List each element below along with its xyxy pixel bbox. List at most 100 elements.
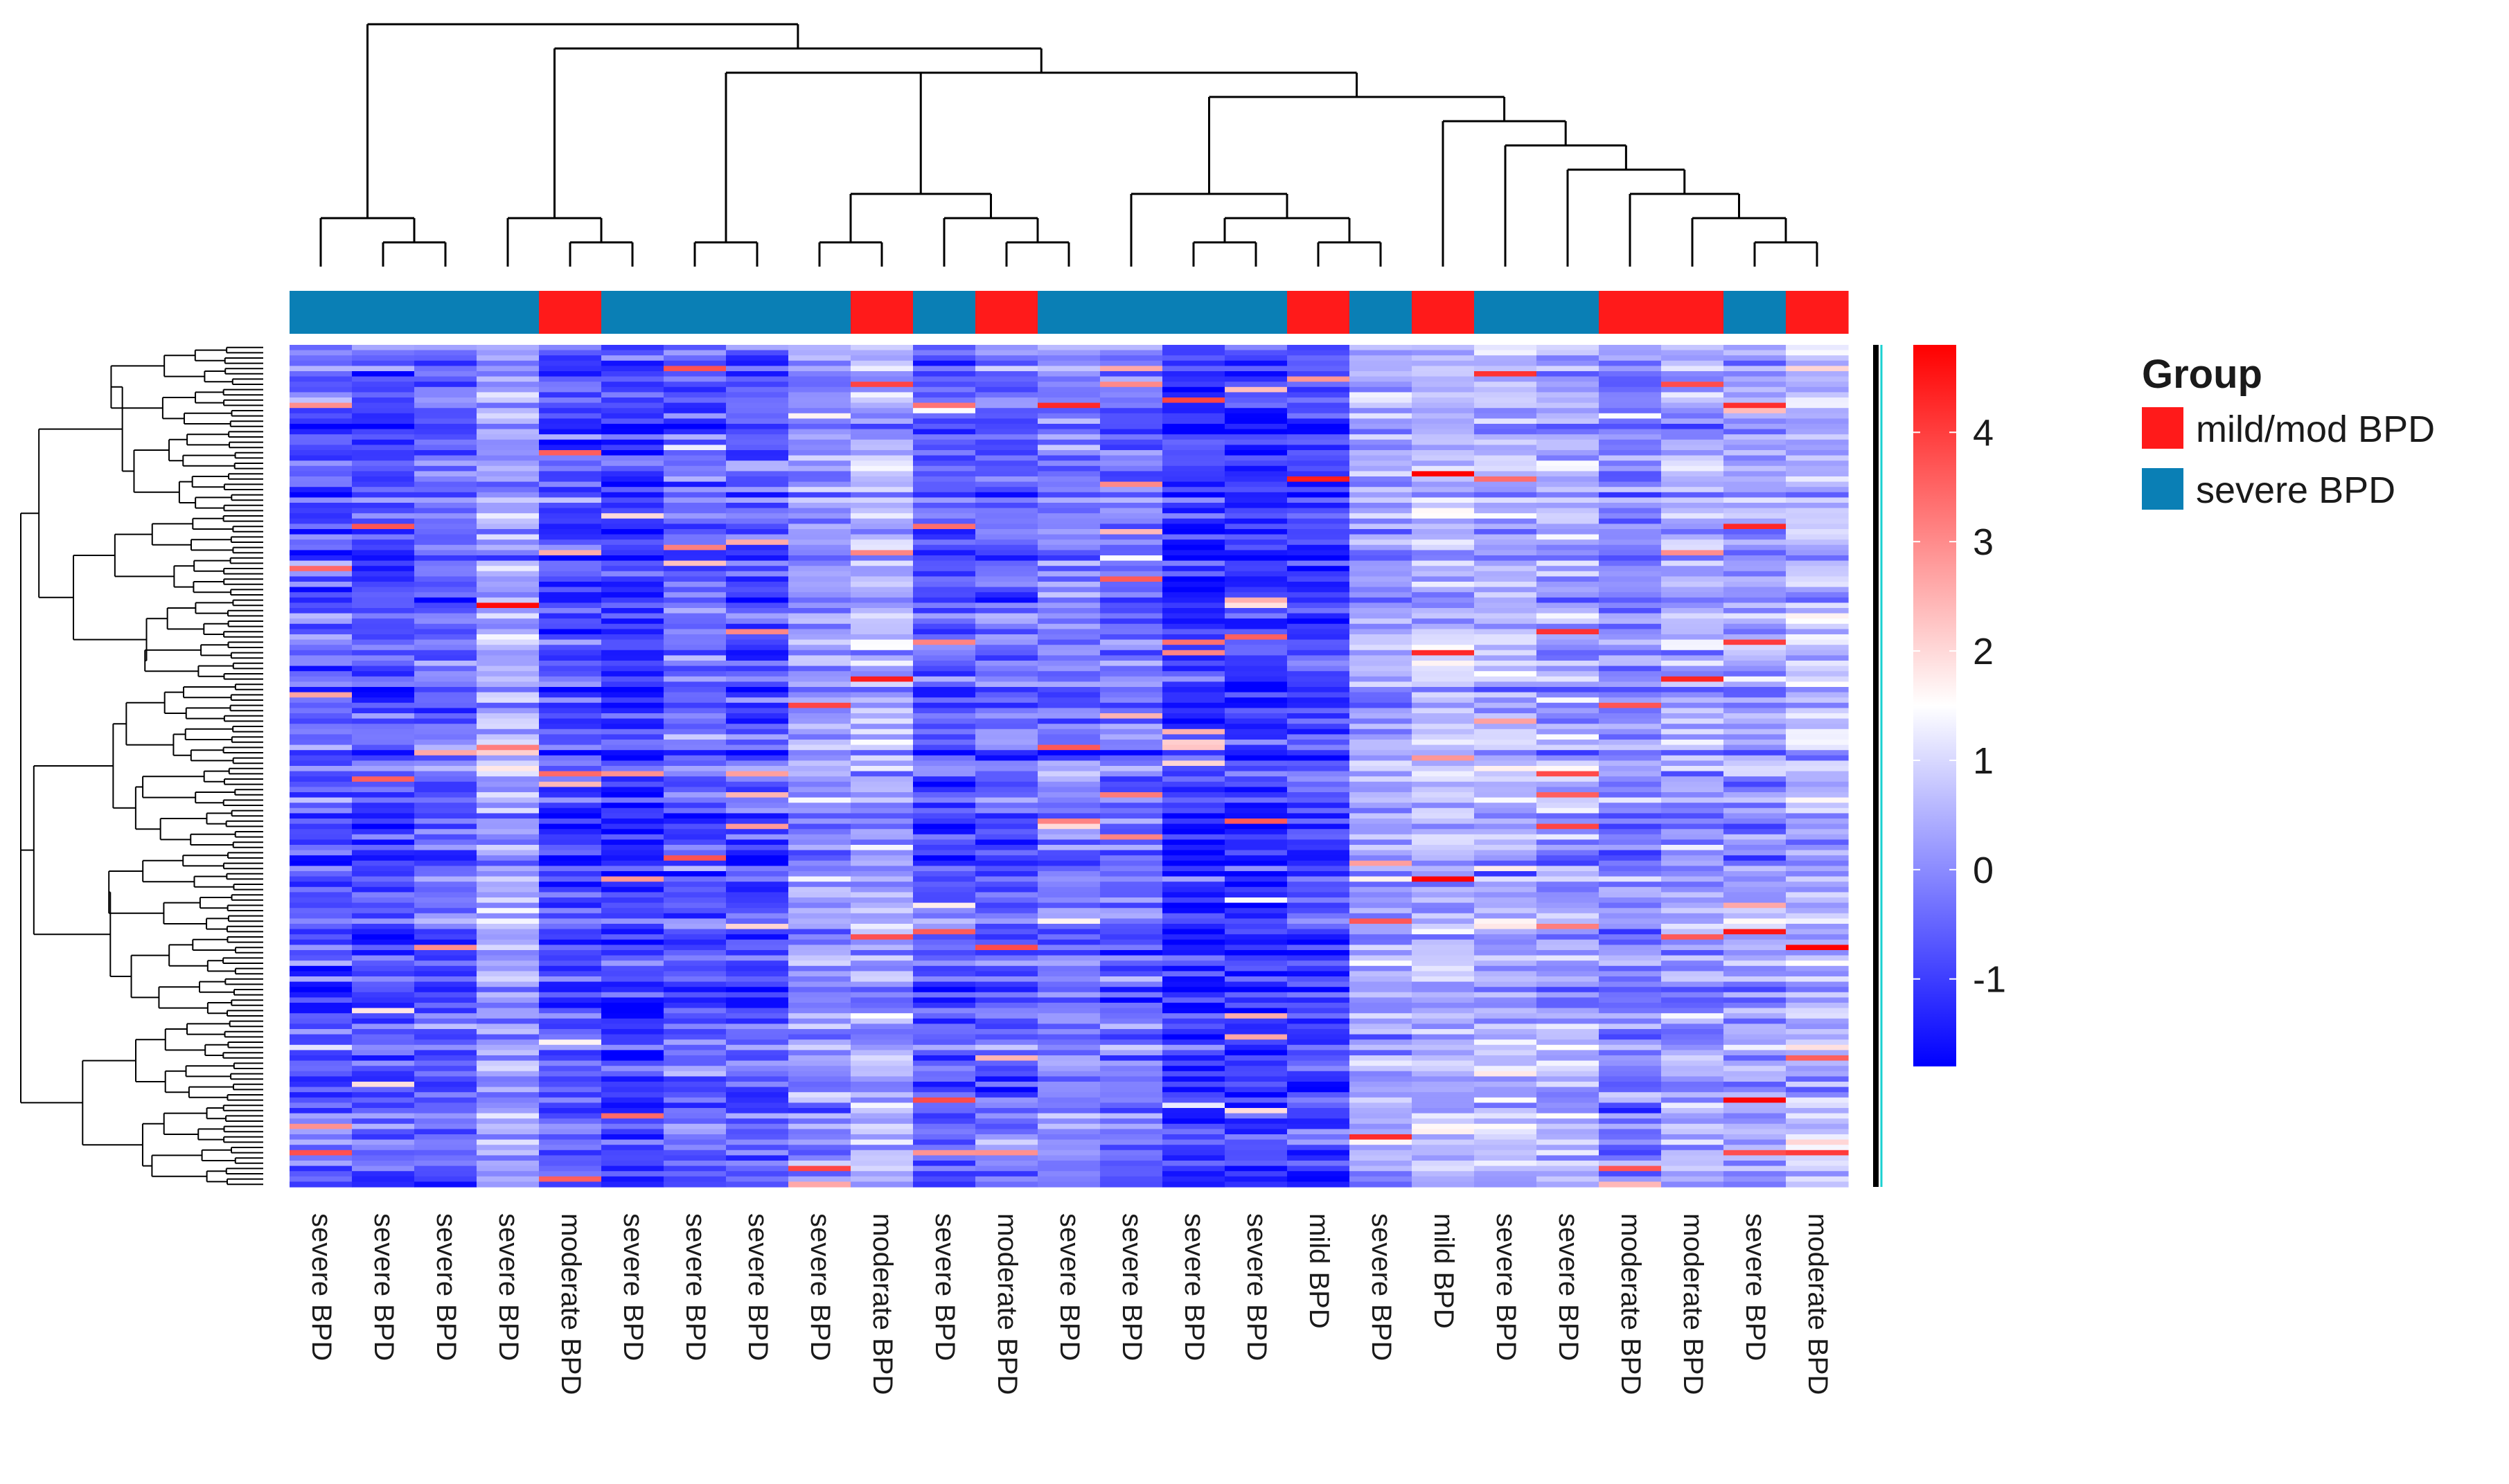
heatmap-cell: [1038, 681, 1101, 688]
heatmap-cell: [1038, 555, 1101, 562]
heatmap-cell: [477, 866, 540, 872]
heatmap-cell: [414, 760, 477, 767]
heatmap-cell: [1786, 1181, 1849, 1188]
heatmap-cell: [1287, 376, 1350, 382]
heatmap-cell: [1536, 1044, 1599, 1051]
heatmap-cell: [788, 639, 851, 645]
heatmap-cell: [1474, 908, 1537, 914]
heatmap-cell: [1599, 1013, 1662, 1019]
heatmap-cell: [1412, 1097, 1475, 1103]
heatmap-cell: [414, 429, 477, 435]
heatmap-cell: [1474, 350, 1537, 356]
heatmap-cell: [352, 766, 415, 772]
heatmap-cell: [1349, 366, 1412, 372]
heatmap-cell: [290, 371, 353, 377]
heatmap-cell: [1786, 555, 1849, 562]
heatmap-cell: [1599, 602, 1662, 609]
heatmap-cell: [788, 1150, 851, 1156]
heatmap-cell: [539, 950, 602, 956]
heatmap-cell: [1474, 713, 1537, 719]
heatmap-cell: [290, 892, 353, 898]
heatmap-cell: [1599, 1034, 1662, 1040]
heatmap-cell: [851, 697, 914, 704]
heatmap-cell: [1349, 871, 1412, 877]
heatmap-cell: [1723, 1123, 1787, 1129]
heatmap-cell: [290, 602, 353, 609]
heatmap-cell: [1100, 465, 1163, 472]
heatmap-cell: [539, 1155, 602, 1161]
heatmap-cell: [1786, 492, 1849, 498]
heatmap-cell: [477, 345, 540, 351]
heatmap-cell: [1287, 618, 1350, 625]
heatmap-cell: [1786, 413, 1849, 419]
heatmap-cell: [539, 592, 602, 598]
heatmap-cell: [726, 602, 789, 609]
heatmap-cell: [601, 555, 664, 562]
heatmap-cell: [664, 945, 727, 951]
heatmap-cell: [1349, 639, 1412, 645]
column-label: moderate BPD: [867, 1213, 898, 1395]
heatmap-cell: [1723, 524, 1787, 530]
heatmap-cell: [1038, 386, 1101, 393]
heatmap-cell: [539, 471, 602, 477]
heatmap-cell: [1412, 976, 1475, 983]
heatmap-cell: [913, 1087, 976, 1093]
heatmap-cell: [290, 534, 353, 540]
heatmap-cell: [1349, 597, 1412, 603]
heatmap-cell: [1474, 1076, 1537, 1082]
heatmap-cell: [290, 1123, 353, 1129]
heatmap-cell: [1038, 587, 1101, 593]
heatmap-cell: [1412, 987, 1475, 993]
heatmap-cell: [1287, 650, 1350, 656]
heatmap-cell: [913, 1003, 976, 1009]
heatmap-cell: [414, 513, 477, 519]
heatmap-cell: [851, 1034, 914, 1040]
heatmap-cell: [913, 429, 976, 435]
heatmap-cell: [1786, 897, 1849, 904]
heatmap-cell: [664, 376, 727, 382]
heatmap-cell: [290, 1076, 353, 1082]
heatmap-cell: [913, 1118, 976, 1125]
heatmap-cell: [788, 813, 851, 819]
heatmap-cell: [975, 602, 1038, 609]
heatmap-cell: [1723, 681, 1787, 688]
heatmap-cell: [1287, 439, 1350, 445]
heatmap-cell: [1287, 1102, 1350, 1109]
heatmap-cell: [1225, 1055, 1288, 1062]
heatmap-cell: [913, 634, 976, 641]
heatmap-cell: [1349, 608, 1412, 614]
heatmap-cell: [851, 1044, 914, 1051]
heatmap-cell: [975, 645, 1038, 651]
heatmap-cell: [975, 771, 1038, 777]
heatmap-cell: [1723, 366, 1787, 372]
heatmap-cell: [477, 1145, 540, 1151]
heatmap-cell: [1661, 981, 1724, 987]
heatmap-cell: [726, 1003, 789, 1009]
heatmap-cell: [975, 992, 1038, 998]
heatmap-cell: [1723, 1176, 1787, 1182]
heatmap-cell: [1349, 1155, 1412, 1161]
heatmap-cell: [1786, 886, 1849, 893]
heatmap-cell: [539, 602, 602, 609]
heatmap-cell: [1287, 902, 1350, 909]
heatmap-cell: [1038, 1050, 1101, 1056]
heatmap-cell: [1661, 481, 1724, 488]
heatmap-cell: [290, 471, 353, 477]
group-annotation-cell: [1100, 291, 1163, 334]
heatmap-cell: [913, 424, 976, 430]
heatmap-cell: [1225, 645, 1288, 651]
heatmap-cell: [664, 413, 727, 419]
heatmap-cell: [290, 897, 353, 904]
heatmap-cell: [851, 819, 914, 825]
heatmap-cell: [1038, 1118, 1101, 1125]
heatmap-cell: [1287, 397, 1350, 404]
heatmap-cell: [1474, 829, 1537, 835]
heatmap-cell: [913, 1102, 976, 1109]
heatmap-cell: [726, 697, 789, 704]
heatmap-cell: [1412, 524, 1475, 530]
heatmap-cell: [1225, 481, 1288, 488]
heatmap-cell: [1786, 1029, 1849, 1035]
heatmap-cell: [1162, 487, 1225, 493]
heatmap-cell: [913, 566, 976, 572]
